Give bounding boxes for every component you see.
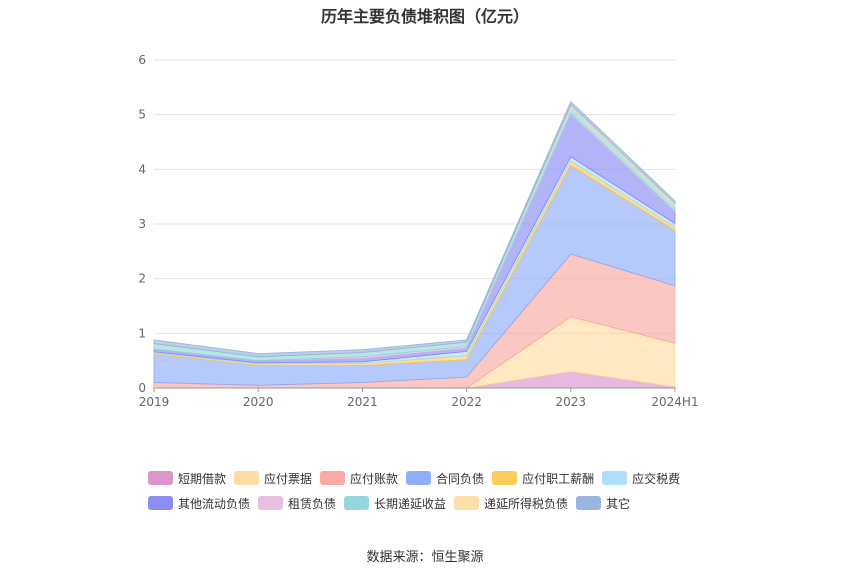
x-tick-label: 2019 <box>139 395 170 409</box>
y-tick-label: 4 <box>138 162 146 176</box>
area-series-10 <box>153 100 676 358</box>
y-tick-label: 5 <box>138 108 146 122</box>
legend-swatch <box>602 471 628 485</box>
legend-label: 应付账款 <box>350 471 399 486</box>
x-tick-label: 2022 <box>451 395 482 409</box>
legend-label: 应付职工薪酬 <box>522 471 595 486</box>
legend-swatch <box>406 471 432 485</box>
legend-swatch <box>148 471 173 485</box>
legend-label: 应交税费 <box>632 471 681 486</box>
legend-item[interactable]: 长期递延收益 <box>344 495 446 511</box>
legend-swatch <box>258 496 284 510</box>
legend: 短期借款 应付票据 应付账款 合同负债 应付职工薪酬 应交税费其他流动负债 租赁负债 长期递延… <box>148 470 708 511</box>
legend-label: 租赁负债 <box>288 496 337 511</box>
legend-item[interactable]: 合同负债 <box>406 470 484 486</box>
axes: 0 1 2 3 4 5 6 2019 2020 2021 2022 2023 2024H1 <box>138 53 698 409</box>
area-series <box>153 100 676 389</box>
legend-swatch <box>234 471 260 485</box>
legend-swatch <box>320 471 346 485</box>
y-tick-label: 1 <box>138 326 146 340</box>
y-tick-label: 6 <box>138 53 146 67</box>
legend-item[interactable]: 应付职工薪酬 <box>492 470 594 486</box>
legend-label: 短期借款 <box>178 471 227 486</box>
x-tick-label: 2020 <box>243 395 274 409</box>
data-source-note: 数据来源：恒生聚源 <box>366 550 484 565</box>
legend-item[interactable]: 其它 <box>576 495 630 511</box>
x-tick-label: 2024H1 <box>651 395 698 409</box>
x-tick-label: 2021 <box>347 395 378 409</box>
legend-item[interactable]: 应付账款 <box>320 470 398 486</box>
legend-swatch <box>576 496 602 510</box>
legend-label: 应付票据 <box>264 471 313 486</box>
legend-item[interactable]: 短期借款 <box>148 470 226 486</box>
legend-item[interactable]: 递延所得税负债 <box>454 495 568 511</box>
x-tick-label: 2023 <box>556 395 587 409</box>
stacked-area-chart: 0 1 2 3 4 5 6 2019 2020 2021 2022 2023 2024H1 <box>138 53 698 409</box>
legend-swatch <box>454 496 480 510</box>
legend-item[interactable]: 应付票据 <box>234 470 312 486</box>
legend-label: 其它 <box>606 496 631 511</box>
legend-label: 递延所得税负债 <box>484 496 569 511</box>
legend-swatch <box>492 471 518 485</box>
y-tick-label: 2 <box>138 272 146 286</box>
y-tick-label: 0 <box>138 381 146 395</box>
legend-label: 合同负债 <box>436 471 485 486</box>
legend-label: 其他流动负债 <box>178 496 251 511</box>
legend-label: 长期递延收益 <box>374 496 447 511</box>
y-tick-label: 3 <box>138 217 146 231</box>
chart-title: 历年主要负债堆积图（亿元） <box>320 7 529 26</box>
legend-item[interactable]: 租赁负债 <box>258 495 336 511</box>
legend-item[interactable]: 应交税费 <box>602 470 680 486</box>
legend-swatch <box>344 496 370 510</box>
legend-item[interactable]: 其他流动负债 <box>148 495 250 511</box>
legend-swatch <box>148 496 173 510</box>
